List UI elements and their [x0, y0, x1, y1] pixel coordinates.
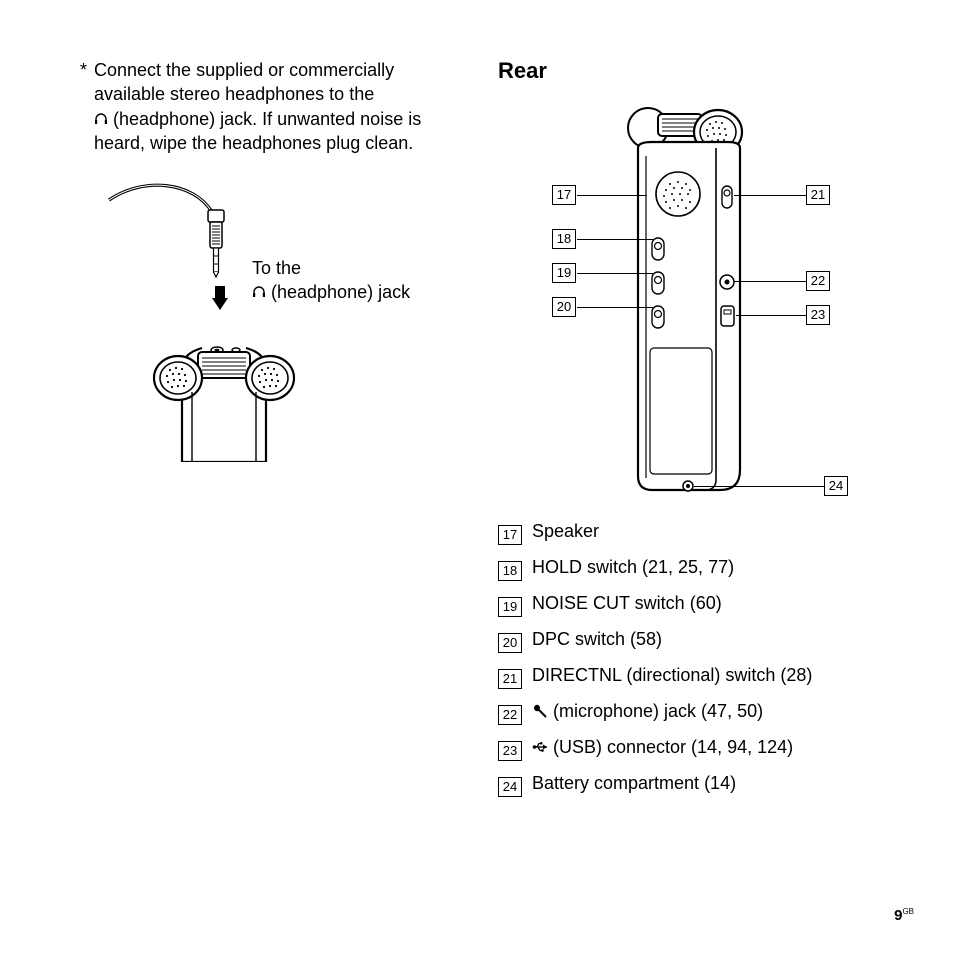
callout-20: 20: [552, 297, 576, 317]
legend-text-b: (USB) connector (14, 94, 124): [548, 737, 793, 757]
legend-item-20: 20 DPC switch (58): [498, 630, 898, 651]
callout-17: 17: [552, 185, 576, 205]
to-the-line2b: (headphone) jack: [266, 282, 410, 302]
note-line3b: (headphone) jack. If unwanted noise is: [108, 109, 421, 129]
usb-icon: [532, 739, 548, 753]
rear-section: Rear: [498, 58, 898, 84]
callout-19: 19: [552, 263, 576, 283]
to-the-line1: To the: [252, 258, 301, 278]
legend-text: Speaker: [532, 522, 599, 540]
callout-line: [577, 307, 653, 308]
callout-18: 18: [552, 229, 576, 249]
rear-diagram: 17 18 19 20 21 22 23 24: [498, 88, 888, 508]
legend-item-18: 18 HOLD switch (21, 25, 77): [498, 558, 898, 579]
headphone-icon: [252, 281, 266, 295]
headphone-note: * Connect the supplied or commercially a…: [80, 58, 460, 155]
legend-text: NOISE CUT switch (60): [532, 594, 722, 612]
page-suffix: GB: [902, 907, 914, 916]
note-asterisk: *: [80, 58, 94, 155]
legend-num: 19: [498, 597, 522, 617]
callout-line: [694, 486, 824, 487]
legend-text: (microphone) jack (47, 50): [532, 702, 763, 720]
headphone-icon: [94, 108, 108, 122]
note-line2: available stereo headphones to the: [94, 84, 374, 104]
legend-text: (USB) connector (14, 94, 124): [532, 738, 793, 756]
callout-line: [734, 195, 806, 196]
callout-21: 21: [806, 185, 830, 205]
note-block: * Connect the supplied or commercially a…: [80, 58, 460, 155]
to-the-label: To the (headphone) jack: [252, 256, 410, 305]
legend-num: 24: [498, 777, 522, 797]
legend-text-b: (microphone) jack (47, 50): [548, 701, 763, 721]
legend-item-17: 17 Speaker: [498, 522, 898, 543]
note-line4: heard, wipe the headphones plug clean.: [94, 133, 413, 153]
legend-item-24: 24 Battery compartment (14): [498, 774, 898, 795]
legend-item-23: 23 (USB) connector (14, 94, 124): [498, 738, 898, 759]
legend-num: 22: [498, 705, 522, 725]
note-text: Connect the supplied or commercially ava…: [94, 58, 460, 155]
callout-line: [577, 239, 653, 240]
legend-num: 21: [498, 669, 522, 689]
legend-num: 17: [498, 525, 522, 545]
legend-text: DPC switch (58): [532, 630, 662, 648]
page-number: 9GB: [894, 907, 914, 924]
microphone-icon: [532, 703, 548, 717]
note-line1: Connect the supplied or commercially: [94, 60, 394, 80]
callout-line: [577, 195, 647, 196]
legend-text: Battery compartment (14): [532, 774, 736, 792]
legend-text: DIRECTNL (directional) switch (28): [532, 666, 812, 684]
callout-line: [577, 273, 653, 274]
legend-num: 18: [498, 561, 522, 581]
legend-num: 20: [498, 633, 522, 653]
legend-item-22: 22 (microphone) jack (47, 50): [498, 702, 898, 723]
parts-legend: 17 Speaker 18 HOLD switch (21, 25, 77) 1…: [498, 522, 898, 810]
callout-23: 23: [806, 305, 830, 325]
rear-heading: Rear: [498, 58, 898, 84]
legend-text: HOLD switch (21, 25, 77): [532, 558, 734, 576]
legend-item-21: 21 DIRECTNL (directional) switch (28): [498, 666, 898, 687]
legend-item-19: 19 NOISE CUT switch (60): [498, 594, 898, 615]
callout-24: 24: [824, 476, 848, 496]
headphone-jack-diagram: [104, 182, 464, 462]
legend-num: 23: [498, 741, 522, 761]
callout-line: [734, 281, 806, 282]
callout-22: 22: [806, 271, 830, 291]
callout-line: [736, 315, 806, 316]
manual-page: * Connect the supplied or commercially a…: [0, 0, 954, 954]
